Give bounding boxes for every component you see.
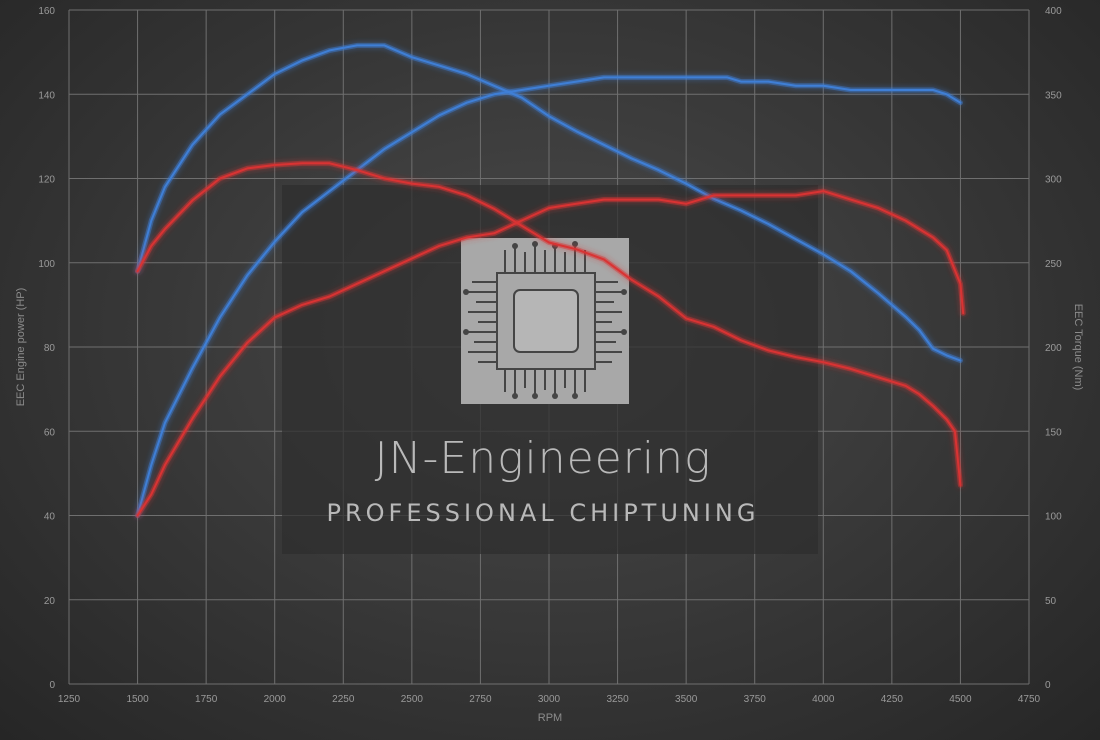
x-tick-label: 4500 (949, 694, 972, 705)
x-tick-label: 2000 (264, 694, 287, 705)
chip-icon (461, 238, 629, 404)
watermark-subtitle: PROFESSIONAL CHIPTUNING (327, 499, 760, 527)
series-line-3 (136, 162, 962, 487)
x-axis-title: RPM (538, 712, 562, 724)
x-tick-label: 4750 (1018, 694, 1041, 705)
x-tick-label: 3750 (744, 694, 767, 705)
series-line-1 (136, 44, 962, 362)
y-left-tick-label: 20 (44, 596, 56, 607)
y-right-tick-label: 350 (1045, 90, 1062, 101)
y-right-tick-labels: 0 50 100 150 200 250 300 350 400 (1045, 6, 1062, 691)
watermark-logo: JN-Engineering PROFESSIONAL CHIPTUNING (282, 185, 818, 554)
y-right-tick-label: 250 (1045, 259, 1062, 270)
y-left-tick-label: 160 (38, 6, 55, 17)
x-tick-label: 1750 (195, 694, 218, 705)
y-left-tick-label: 40 (44, 512, 56, 523)
y-left-tick-label: 0 (49, 680, 55, 691)
x-tick-label: 3000 (538, 694, 561, 705)
x-tick-label: 3500 (675, 694, 698, 705)
series-lines (135, 42, 966, 518)
y-right-tick-label: 200 (1045, 343, 1062, 354)
y-right-tick-label: 400 (1045, 6, 1062, 17)
y-left-tick-label: 140 (38, 90, 55, 101)
x-tick-label: 2750 (469, 694, 492, 705)
watermark-title: JN-Engineering (375, 433, 712, 484)
y-left-tick-labels: 0 20 40 60 80 100 120 140 160 (38, 6, 55, 691)
y-right-tick-label: 150 (1045, 427, 1062, 438)
y-right-tick-label: 300 (1045, 175, 1062, 186)
y-left-axis-title: EEC Engine power (HP) (15, 288, 27, 407)
y-left-tick-label: 120 (38, 175, 55, 186)
x-tick-label: 4250 (881, 694, 904, 705)
y-right-axis-title: EEC Torque (Nm) (1072, 304, 1084, 391)
x-tick-label: 1500 (126, 694, 149, 705)
x-tick-labels: 1250 1500 1750 2000 2250 2500 2750 3000 3250 3500… (58, 694, 1041, 705)
series-line-2 (136, 190, 965, 517)
series-line-0 (136, 76, 962, 517)
y-right-tick-label: 100 (1045, 512, 1062, 523)
y-right-tick-label: 50 (1045, 596, 1057, 607)
x-tick-label: 2500 (401, 694, 424, 705)
y-left-tick-label: 80 (44, 343, 56, 354)
x-tick-label: 2250 (332, 694, 355, 705)
x-tick-label: 4000 (812, 694, 835, 705)
y-left-tick-label: 100 (38, 259, 55, 270)
y-left-tick-label: 60 (44, 427, 56, 438)
x-tick-label: 1250 (58, 694, 81, 705)
x-tick-label: 3250 (606, 694, 629, 705)
y-right-tick-label: 0 (1045, 680, 1051, 691)
